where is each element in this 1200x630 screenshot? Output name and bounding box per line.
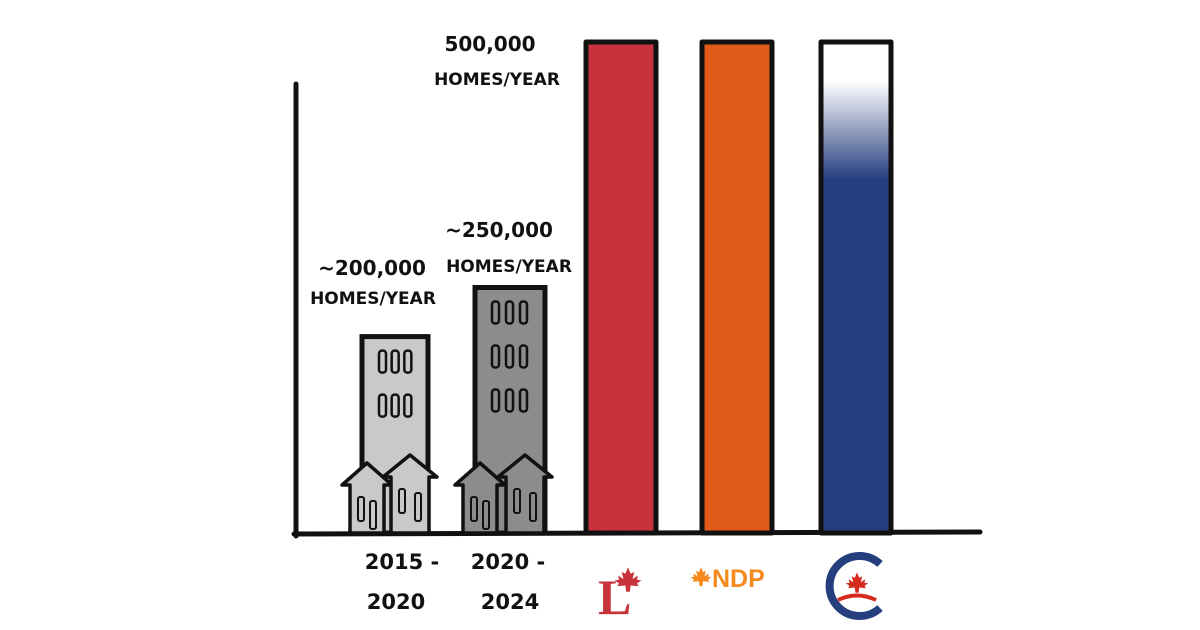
house-window [482,500,490,530]
building-window [390,393,400,418]
bar-liberal [583,39,659,536]
tick-label-2020-line2: 2024 [481,590,539,614]
house-icon [453,461,507,535]
building-window [518,388,529,413]
bar-conservative [818,39,894,536]
tick-label-2020-line1: 2020 - [471,550,545,574]
house-icon [496,453,554,535]
annotation-2020-line1: ~250,000 [445,218,553,242]
house-window [357,496,365,522]
bar-2020-2024 [453,285,554,536]
house-window [369,500,377,530]
annotation-liberal-line1: 500,000 [444,32,535,56]
ndp-logo-text: NDP [712,565,765,593]
conservative-logo-wave [837,593,877,602]
maple-leaf-icon [614,567,642,592]
house-icon [340,461,394,535]
house-window [470,496,478,522]
house-icon [381,453,439,535]
building-window [403,349,413,374]
building-window [490,300,501,325]
building-window [403,393,413,418]
ndp-logo-icon: NDP [690,565,765,593]
conservative-logo-letter: C [0,0,1,1]
building-window [390,349,400,374]
annotation-2020-line2: HOMES/YEAR [446,257,572,277]
bar-2015-2020 [340,334,439,536]
house-window [529,492,537,522]
bar-ndp [699,39,775,536]
building-window [504,388,515,413]
building-window [377,393,388,418]
house-window [414,492,422,522]
building-window [490,388,501,413]
building-window [504,300,515,325]
annotation-2015-line2: HOMES/YEAR [310,289,436,309]
tick-label-2015-line2: 2020 [367,590,425,614]
annotation-2015-line1: ~200,000 [318,256,426,280]
house-window [513,488,521,514]
building-window [490,344,501,369]
tick-label-2015-line1: 2015 - [365,550,439,574]
liberal-logo-icon: L [598,567,642,625]
building-window [377,349,388,374]
maple-leaf-icon [845,572,869,593]
building-window [518,344,529,369]
maple-leaf-icon [690,567,712,587]
building-window [504,344,515,369]
annotation-liberal-line2: HOMES/YEAR [434,70,560,90]
conservative-logo-arc [825,552,883,620]
building-window [518,300,529,325]
conservative-logo-icon: C [0,0,883,620]
house-window [398,488,406,514]
